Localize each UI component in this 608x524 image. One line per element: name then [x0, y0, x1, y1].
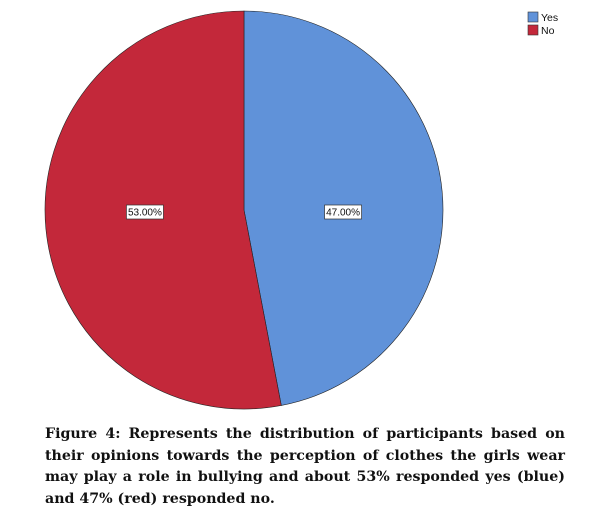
figure-caption: Figure 4: Represents the distribution of… [45, 426, 565, 507]
pie-chart: 47.00% Yes 53.00% No [44, 10, 558, 410]
legend-swatch-yes [527, 11, 539, 23]
legend-label: Yes [541, 12, 558, 24]
slice-label-box [324, 204, 362, 220]
slice-label: 47.00% [326, 208, 360, 219]
legend-swatch-no [527, 24, 539, 36]
legend-label: No [541, 25, 555, 37]
slice-label-box [126, 204, 164, 220]
slice-label: 53.00% [128, 208, 162, 219]
